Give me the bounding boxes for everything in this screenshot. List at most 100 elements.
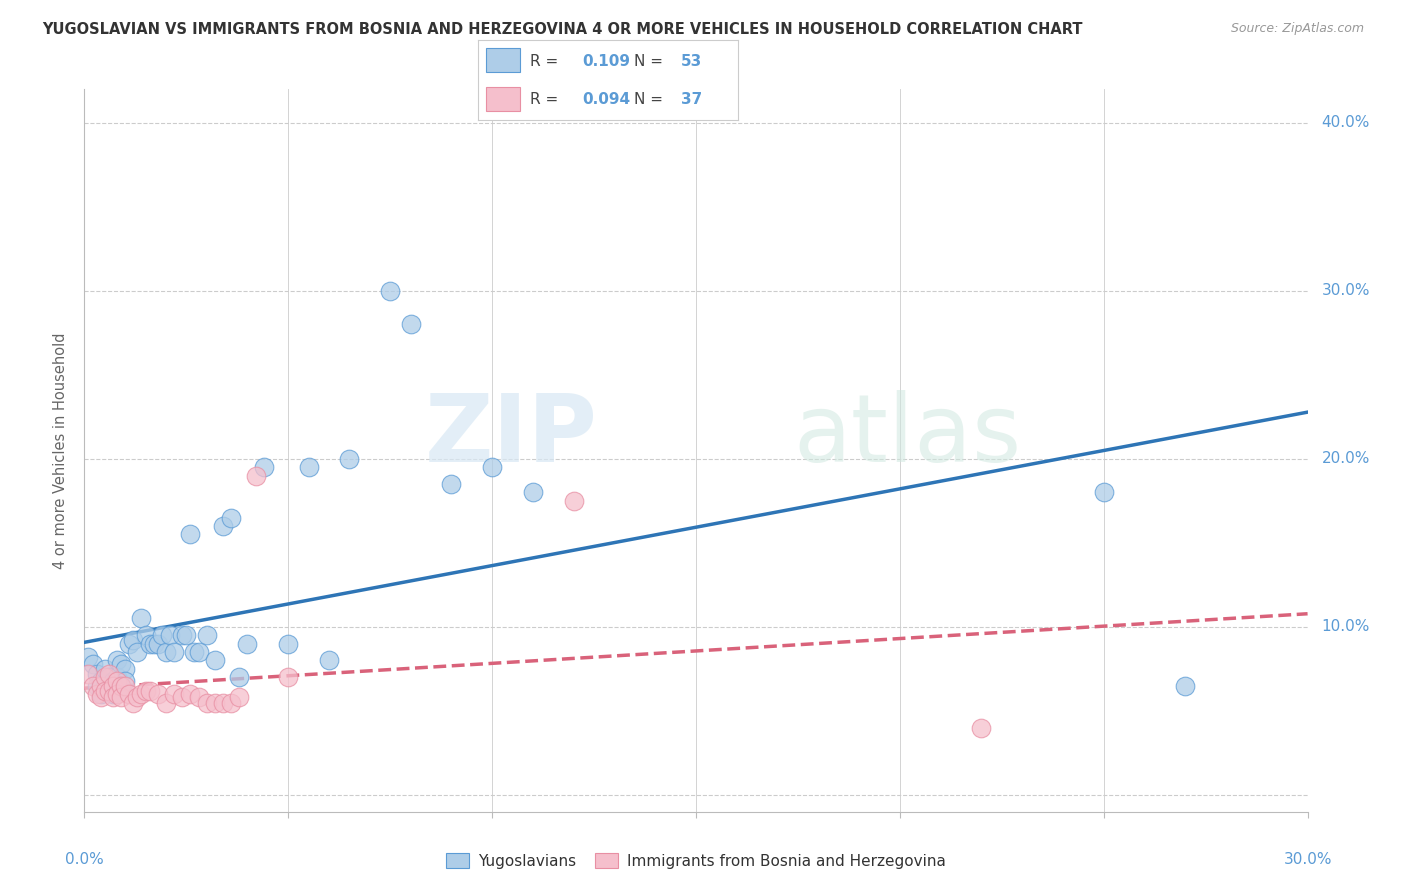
Point — [82, 657, 104, 671]
Point — [93, 683, 115, 698]
Point — [1174, 679, 1197, 693]
Y-axis label: 4 or more Vehicles in Household: 4 or more Vehicles in Household — [53, 332, 69, 569]
Point — [172, 690, 194, 705]
Point — [110, 690, 132, 705]
Point — [101, 673, 124, 688]
Text: Source: ZipAtlas.com: Source: ZipAtlas.com — [1230, 22, 1364, 36]
Text: 30.0%: 30.0% — [1322, 284, 1369, 298]
Point — [219, 696, 242, 710]
Point — [440, 477, 463, 491]
Point — [114, 662, 136, 676]
Point — [122, 633, 145, 648]
Point — [219, 510, 242, 524]
Point — [163, 687, 186, 701]
Point — [105, 673, 128, 688]
Point — [86, 687, 108, 701]
Point — [204, 653, 226, 667]
Text: 37: 37 — [681, 92, 702, 107]
Point — [135, 683, 157, 698]
FancyBboxPatch shape — [486, 87, 520, 111]
Point — [122, 696, 145, 710]
Point — [86, 667, 108, 681]
Point — [97, 670, 120, 684]
Point — [101, 690, 124, 705]
Point — [97, 667, 120, 681]
Text: 40.0%: 40.0% — [1322, 115, 1369, 130]
Point — [118, 637, 141, 651]
Point — [380, 284, 402, 298]
Point — [127, 645, 149, 659]
Point — [277, 637, 299, 651]
Point — [228, 670, 250, 684]
Text: 0.109: 0.109 — [582, 54, 630, 69]
Legend: Yugoslavians, Immigrants from Bosnia and Herzegovina: Yugoslavians, Immigrants from Bosnia and… — [439, 845, 953, 876]
Point — [159, 628, 181, 642]
Point — [105, 653, 128, 667]
Point — [204, 696, 226, 710]
Point — [138, 683, 160, 698]
Point — [93, 670, 115, 684]
Point — [277, 670, 299, 684]
Text: 0.0%: 0.0% — [65, 852, 104, 867]
Point — [146, 687, 169, 701]
Point — [163, 645, 186, 659]
Point — [318, 653, 340, 667]
Text: 30.0%: 30.0% — [1284, 852, 1331, 867]
Point — [399, 318, 422, 332]
Point — [110, 657, 132, 671]
Point — [77, 650, 100, 665]
Point — [97, 683, 120, 698]
Point — [114, 673, 136, 688]
Point — [90, 690, 112, 705]
Point — [150, 628, 173, 642]
Point — [155, 696, 177, 710]
Point — [105, 670, 128, 684]
Point — [172, 628, 194, 642]
Point — [142, 637, 165, 651]
Point — [187, 645, 209, 659]
Point — [110, 679, 132, 693]
Text: YUGOSLAVIAN VS IMMIGRANTS FROM BOSNIA AND HERZEGOVINA 4 OR MORE VEHICLES IN HOUS: YUGOSLAVIAN VS IMMIGRANTS FROM BOSNIA AN… — [42, 22, 1083, 37]
Point — [101, 679, 124, 693]
Point — [82, 679, 104, 693]
Point — [146, 637, 169, 651]
Point — [481, 460, 503, 475]
Text: N =: N = — [634, 92, 668, 107]
Point — [90, 673, 112, 688]
Point — [110, 679, 132, 693]
Point — [970, 721, 993, 735]
Point — [97, 683, 120, 698]
Point — [77, 667, 100, 681]
Point — [174, 628, 197, 642]
Text: R =: R = — [530, 92, 564, 107]
Point — [183, 645, 205, 659]
Point — [90, 687, 112, 701]
Point — [212, 519, 235, 533]
Point — [1092, 485, 1115, 500]
Point — [212, 696, 235, 710]
Point — [127, 690, 149, 705]
Point — [253, 460, 276, 475]
Point — [114, 679, 136, 693]
Text: 0.094: 0.094 — [582, 92, 630, 107]
Text: atlas: atlas — [794, 390, 1022, 482]
Point — [562, 494, 585, 508]
Point — [93, 662, 115, 676]
Point — [131, 687, 153, 701]
Point — [86, 679, 108, 693]
Point — [131, 611, 153, 625]
Text: 53: 53 — [681, 54, 702, 69]
Point — [179, 687, 201, 701]
Point — [135, 628, 157, 642]
Point — [155, 645, 177, 659]
Point — [90, 679, 112, 693]
Point — [339, 451, 360, 466]
FancyBboxPatch shape — [486, 48, 520, 72]
Point — [298, 460, 321, 475]
Point — [228, 690, 250, 705]
Point — [93, 679, 115, 693]
Point — [522, 485, 544, 500]
Text: 20.0%: 20.0% — [1322, 451, 1369, 467]
Text: N =: N = — [634, 54, 668, 69]
Point — [118, 687, 141, 701]
